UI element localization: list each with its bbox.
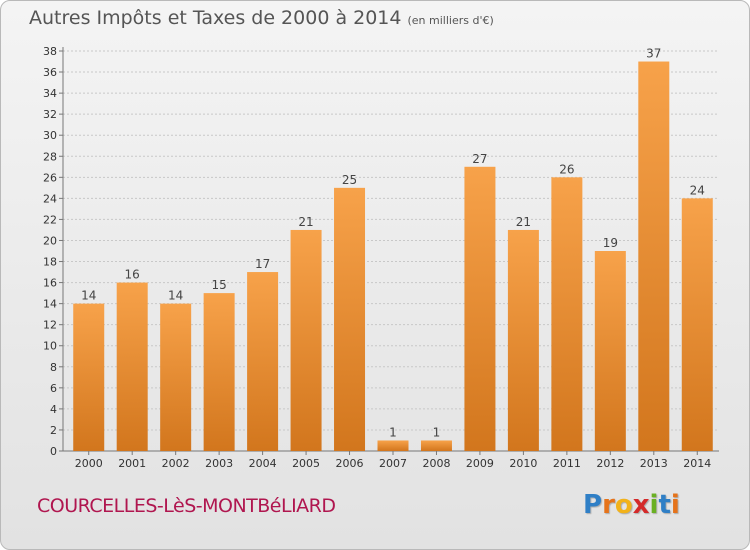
x-tick-label: 2003 [205,457,233,470]
data-label: 17 [255,257,270,271]
logo-letter: P [583,490,603,520]
y-tick-label: 4 [50,403,57,416]
data-label: 14 [81,289,96,303]
bar [116,282,148,451]
y-tick-label: 26 [43,171,57,184]
y-tick-label: 8 [50,361,57,374]
data-label: 19 [603,236,618,250]
data-label: 26 [559,162,574,176]
logo-letter: t [658,490,671,520]
x-tick-label: 2005 [292,457,320,470]
bar [377,440,409,451]
x-tick-label: 2011 [553,457,581,470]
y-tick-label: 16 [43,277,57,290]
data-label: 21 [516,215,531,229]
data-label: 25 [342,173,357,187]
logo-letter: r [602,490,615,520]
y-tick-label: 30 [43,129,57,142]
data-label: 1 [389,425,397,439]
y-tick-label: 34 [43,87,57,100]
y-tick-label: 10 [43,340,57,353]
x-tick-label: 2006 [336,457,364,470]
bar [638,61,670,452]
y-tick-label: 12 [43,319,57,332]
y-tick-label: 18 [43,256,57,269]
logo-letter: i [670,490,680,520]
data-label: 37 [646,47,661,61]
bar [420,440,452,451]
data-label: 16 [125,268,140,282]
bar [551,177,583,451]
logo-letter: x [632,490,650,520]
x-tick-label: 2002 [162,457,190,470]
data-label: 15 [211,278,226,292]
bar [507,229,539,451]
y-tick-label: 24 [43,192,57,205]
bar [334,187,366,451]
y-tick-label: 32 [43,108,57,121]
data-label: 14 [168,289,183,303]
bar [160,303,192,451]
bar [203,293,235,451]
y-tick-label: 14 [43,298,57,311]
bar [594,251,626,451]
bar [247,272,279,451]
x-tick-label: 2001 [118,457,146,470]
bar [464,166,496,451]
data-label: 24 [690,183,705,197]
logo-letter: i [649,490,659,520]
x-tick-label: 2010 [509,457,537,470]
y-tick-label: 20 [43,234,57,247]
x-tick-label: 2012 [596,457,624,470]
y-tick-label: 22 [43,213,57,226]
data-label: 27 [472,152,487,166]
chart-subtitle: (en milliers d'€) [407,14,494,27]
chart-title: Autres Impôts et Taxes de 2000 à 2014 (en… [29,7,494,29]
x-tick-label: 2013 [640,457,668,470]
y-tick-label: 0 [50,445,57,458]
proxiti-logo: Proxiti [583,490,680,520]
bar [290,229,322,451]
x-tick-label: 2014 [683,457,711,470]
commune-name: COURCELLES-LèS-MONTBéLIARD [37,495,336,517]
logo-letter: o [614,490,633,520]
x-tick-label: 2008 [422,457,450,470]
x-tick-label: 2007 [379,457,407,470]
x-tick-label: 2004 [249,457,277,470]
y-tick-label: 6 [50,382,57,395]
y-tick-label: 2 [50,424,57,437]
bar [73,303,105,451]
bar [681,198,713,451]
y-tick-label: 38 [43,45,57,58]
y-tick-label: 28 [43,150,57,163]
data-label: 21 [298,215,313,229]
chart-title-text: Autres Impôts et Taxes de 2000 à 2014 [29,7,402,29]
y-tick-label: 36 [43,66,57,79]
x-tick-label: 2000 [75,457,103,470]
x-tick-label: 2009 [466,457,494,470]
data-label: 1 [433,425,441,439]
